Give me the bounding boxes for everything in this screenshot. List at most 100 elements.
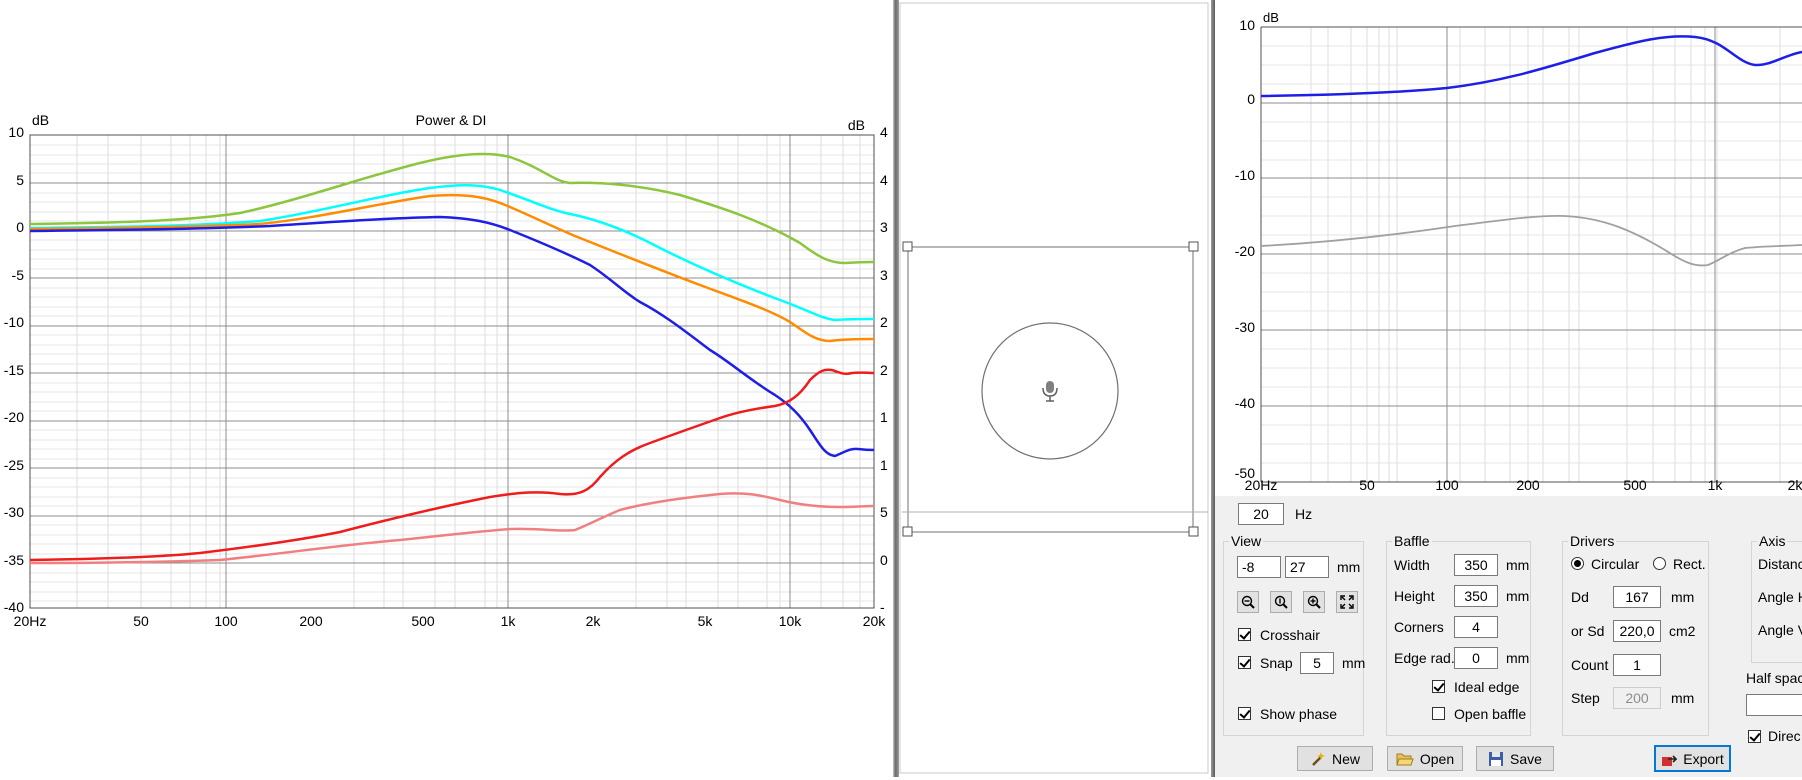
- baffle-canvas[interactable]: [899, 0, 1211, 777]
- right-major-grid: [1261, 27, 1802, 482]
- svg-text:-10: -10: [4, 314, 24, 330]
- curve-pink: [29, 492, 875, 565]
- drivers-group-title: Drivers: [1568, 533, 1617, 549]
- zoom-out-icon[interactable]: [1237, 591, 1259, 613]
- dd-label: Dd: [1571, 589, 1589, 605]
- svg-text:0: 0: [1247, 91, 1255, 107]
- height-unit: mm: [1506, 588, 1530, 604]
- new-button-label: New: [1331, 750, 1360, 767]
- fit-view-icon[interactable]: [1336, 591, 1358, 613]
- svg-text:4: 4: [880, 172, 888, 188]
- y-ticks-right: 4 4 3 3 2 2 1 1 5 0 -: [880, 124, 888, 615]
- dd-input[interactable]: 167: [1613, 586, 1661, 608]
- curve-green: [29, 152, 875, 265]
- svg-text:100: 100: [214, 613, 238, 629]
- svg-text:5: 5: [880, 504, 888, 520]
- folder-open-icon: [1396, 753, 1414, 765]
- save-button-label: Save: [1510, 750, 1542, 767]
- svg-text:1k: 1k: [1708, 477, 1724, 493]
- y-unit-right: dB: [848, 117, 865, 133]
- sd-unit: cm2: [1669, 623, 1696, 639]
- show-phase-label: Show phase: [1260, 706, 1338, 722]
- direct-checkbox[interactable]: [1748, 730, 1761, 743]
- on-axis-response-chart[interactable]: dB 10 0 -10 -20 -30 -40 -50 20Hz 50 100 …: [1215, 0, 1802, 500]
- edge-rad-input[interactable]: 0: [1454, 647, 1498, 669]
- power-di-chart-pane: dB 10 5 0 -5 -10 -15 -20 -25 -30 -35 -40…: [0, 0, 893, 777]
- y-unit-left: dB: [32, 112, 49, 128]
- rect-radio[interactable]: [1653, 557, 1666, 570]
- pane-splitter-2[interactable]: [1211, 0, 1215, 777]
- svg-text:-10: -10: [1235, 167, 1255, 183]
- driver-circle[interactable]: [981, 322, 1119, 460]
- direct-label: Direc: [1768, 728, 1801, 744]
- svg-text:-35: -35: [4, 552, 24, 568]
- half-space-label: Half spac: [1746, 670, 1802, 686]
- open-button[interactable]: Open: [1387, 746, 1463, 771]
- height-input[interactable]: 350: [1454, 585, 1498, 607]
- angle-h-label: Angle H: [1758, 589, 1802, 605]
- pane-splitter[interactable]: [893, 0, 899, 777]
- dd-unit: mm: [1671, 589, 1695, 605]
- svg-text:20Hz: 20Hz: [14, 613, 47, 629]
- ideal-edge-checkbox[interactable]: [1432, 680, 1445, 693]
- baffle-corner-handles[interactable]: [902, 241, 1199, 537]
- sd-label: or Sd: [1571, 623, 1605, 639]
- zoom-in-icon[interactable]: [1303, 591, 1325, 613]
- baffle-group: Baffle Width 350 mm Height 350 mm Corner…: [1386, 533, 1531, 736]
- microphone-icon[interactable]: [1042, 381, 1058, 402]
- open-baffle-checkbox[interactable]: [1432, 707, 1445, 720]
- export-button-label: Export: [1683, 750, 1724, 767]
- axis-group: Axis Distance Angle H Angle Ve: [1751, 533, 1802, 663]
- crosshair-label: Crosshair: [1260, 627, 1320, 643]
- baffle-view[interactable]: [899, 0, 1212, 777]
- y-ticks-left: 10 5 0 -5 -10 -15 -20 -25 -30 -35 -40: [4, 124, 24, 615]
- x-ticks: 20Hz 50 100 200 500 1k 2k 5k 10k 20k: [14, 613, 887, 629]
- sd-input[interactable]: 220,0: [1613, 620, 1661, 642]
- svg-text:2k: 2k: [1788, 477, 1802, 493]
- snap-label: Snap: [1260, 655, 1293, 671]
- width-input[interactable]: 350: [1454, 554, 1498, 576]
- half-space-input[interactable]: [1746, 694, 1802, 716]
- snap-input[interactable]: 5: [1300, 652, 1334, 674]
- show-phase-checkbox[interactable]: [1238, 707, 1251, 720]
- svg-text:3: 3: [880, 219, 888, 235]
- circular-radio[interactable]: [1571, 557, 1584, 570]
- svg-text:1k: 1k: [501, 613, 517, 629]
- step-input[interactable]: 200: [1613, 687, 1661, 709]
- svg-text:500: 500: [411, 613, 435, 629]
- chart-plot-frame: [29, 134, 875, 609]
- circular-label: Circular: [1591, 556, 1640, 572]
- frequency-unit: Hz: [1295, 506, 1313, 522]
- power-di-chart[interactable]: dB 10 5 0 -5 -10 -15 -20 -25 -30 -35 -40…: [0, 0, 893, 777]
- svg-text:2k: 2k: [586, 613, 602, 629]
- view-x-input[interactable]: -8: [1237, 556, 1281, 578]
- rect-label: Rect.: [1673, 556, 1706, 572]
- edge-rad-unit: mm: [1506, 650, 1530, 666]
- new-button[interactable]: New: [1297, 746, 1373, 771]
- ideal-edge-label: Ideal edge: [1454, 679, 1520, 695]
- corners-input[interactable]: 4: [1454, 616, 1498, 638]
- right-y-unit: dB: [1263, 10, 1279, 25]
- svg-text:10: 10: [8, 124, 24, 140]
- svg-text:2: 2: [880, 314, 888, 330]
- crosshair-checkbox[interactable]: [1238, 628, 1251, 641]
- view-unit: mm: [1337, 559, 1361, 575]
- zoom-actual-icon[interactable]: [1270, 591, 1292, 613]
- export-button[interactable]: Export: [1654, 745, 1731, 772]
- curve-red: [29, 368, 875, 562]
- svg-text:4: 4: [880, 124, 888, 140]
- svg-text:500: 500: [1623, 477, 1647, 493]
- open-button-label: Open: [1419, 750, 1455, 767]
- view-y-input[interactable]: 27: [1285, 556, 1329, 578]
- width-label: Width: [1394, 557, 1430, 573]
- snap-checkbox[interactable]: [1238, 656, 1251, 669]
- frequency-input[interactable]: 20: [1238, 503, 1284, 525]
- count-input[interactable]: 1: [1613, 654, 1661, 676]
- count-label: Count: [1571, 657, 1609, 673]
- edge-rad-label: Edge rad.: [1394, 650, 1455, 666]
- step-label: Step: [1571, 690, 1600, 706]
- right-x-ticks: 20Hz 50 100 200 500 1k 2k: [1245, 477, 1802, 493]
- save-button[interactable]: Save: [1476, 746, 1554, 771]
- svg-text:0: 0: [880, 552, 888, 568]
- curve-blue: [29, 215, 875, 458]
